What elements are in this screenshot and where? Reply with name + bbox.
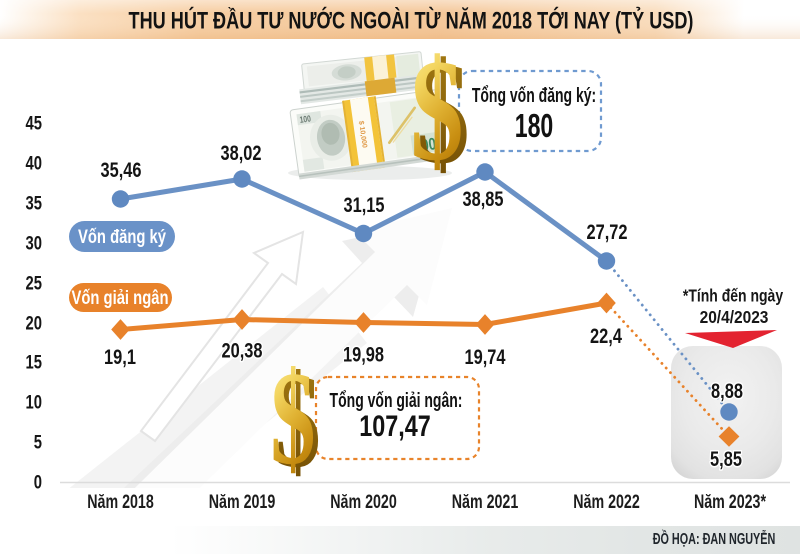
svg-text:180: 180	[515, 108, 554, 145]
svg-text:22,4: 22,4	[590, 324, 622, 347]
svg-text:40: 40	[26, 153, 42, 174]
svg-text:35,46: 35,46	[101, 158, 142, 181]
svg-text:Năm 2022: Năm 2022	[573, 491, 640, 512]
svg-text:$: $	[275, 346, 320, 495]
svg-text:Năm 2020: Năm 2020	[330, 491, 397, 512]
svg-text:Năm 2018: Năm 2018	[87, 491, 154, 512]
svg-text:107,47: 107,47	[359, 409, 431, 442]
svg-text:20,38: 20,38	[222, 339, 263, 362]
svg-text:100: 100	[299, 113, 312, 125]
svg-text:Năm 2023*: Năm 2023*	[694, 491, 766, 512]
svg-text:0: 0	[34, 472, 42, 493]
svg-text:19,98: 19,98	[343, 343, 384, 366]
svg-text:$ 10,000: $ 10,000	[357, 120, 368, 148]
svg-text:45: 45	[26, 113, 42, 134]
svg-text:20: 20	[26, 313, 42, 334]
svg-text:15: 15	[26, 352, 42, 373]
svg-text:20/4/2023: 20/4/2023	[700, 307, 769, 327]
svg-text:35: 35	[26, 193, 42, 214]
svg-text:Vốn đăng ký: Vốn đăng ký	[78, 226, 166, 247]
svg-text:19,1: 19,1	[104, 345, 136, 368]
svg-text:ĐỒ HỌA: ĐAN NGUYỄN: ĐỒ HỌA: ĐAN NGUYỄN	[653, 530, 776, 547]
svg-text:38,85: 38,85	[463, 187, 504, 210]
svg-text:100: 100	[413, 135, 438, 157]
svg-text:5,85: 5,85	[710, 447, 742, 470]
svg-text:30: 30	[26, 233, 42, 254]
svg-text:25: 25	[26, 273, 42, 294]
svg-text:19,74: 19,74	[465, 345, 506, 368]
svg-text:27,72: 27,72	[587, 220, 628, 243]
svg-text:Vốn giải ngân: Vốn giải ngân	[71, 287, 168, 308]
svg-text:10: 10	[26, 392, 42, 413]
svg-text:$: $	[416, 32, 469, 194]
svg-text:$: $	[410, 29, 463, 191]
svg-text:5: 5	[34, 432, 42, 453]
svg-text:8,88: 8,88	[711, 379, 743, 402]
svg-text:38,02: 38,02	[221, 141, 262, 164]
svg-text:THU HÚT ĐẦU TƯ NƯỚC NGOÀI TỪ N: THU HÚT ĐẦU TƯ NƯỚC NGOÀI TỪ NĂM 2018 TỚ…	[129, 6, 694, 34]
svg-text:Năm 2021: Năm 2021	[452, 491, 519, 512]
svg-text:*Tính đến ngày: *Tính đến ngày	[683, 287, 783, 306]
svg-text:$: $	[270, 343, 315, 492]
svg-text:Tổng vốn giải ngân:: Tổng vốn giải ngân:	[330, 388, 463, 411]
svg-text:31,15: 31,15	[344, 193, 385, 216]
svg-text:Tổng vốn đăng ký:: Tổng vốn đăng ký:	[472, 83, 596, 106]
svg-text:Năm 2019: Năm 2019	[209, 491, 276, 512]
